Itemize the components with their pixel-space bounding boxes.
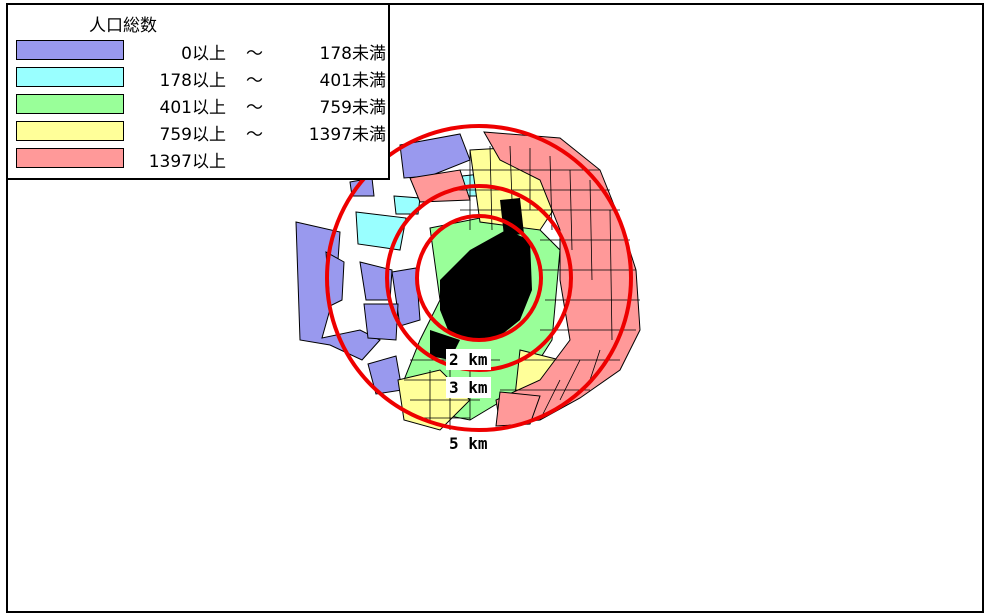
ring-label-3km: 3 km [446,377,491,398]
legend-upper: 1397未満 [308,125,386,145]
legend-swatch [16,148,124,168]
ring-label-2km: 2 km [446,349,491,370]
legend-lower: 759以上 [159,125,226,145]
legend-row-1: 0以上 〜 178未満 [16,39,386,64]
legend-title: 人口総数 [89,16,157,36]
ring-2km [415,214,543,342]
map-legend: 人口総数 0以上 〜 178未満 178以上 〜 401未満 401以上 〜 7… [6,3,390,180]
legend-lower: 178以上 [159,71,226,91]
legend-swatch [16,67,124,87]
distance-rings [325,124,633,432]
legend-lower: 401以上 [159,98,226,118]
ring-label-5km: 5 km [446,433,491,454]
legend-sep: 〜 [246,98,263,118]
legend-row-3: 401以上 〜 759未満 [16,93,386,118]
legend-row-5: 1397以上 [16,147,386,172]
legend-upper: 401未満 [319,71,386,91]
ring-3km [385,184,573,372]
legend-lower: 0以上 [181,44,226,64]
legend-sep: 〜 [246,71,263,91]
legend-sep: 〜 [246,125,263,145]
legend-swatch [16,94,124,114]
legend-swatch [16,121,124,141]
legend-upper: 759未満 [319,98,386,118]
ring-5km [325,124,633,432]
district-area-west [295,133,471,395]
legend-row-2: 178以上 〜 401未満 [16,66,386,91]
legend-sep: 〜 [246,44,263,64]
legend-upper: 178未満 [319,44,386,64]
legend-lower: 1397以上 [148,152,226,172]
legend-row-4: 759以上 〜 1397未満 [16,120,386,145]
district-area-pink [409,131,641,427]
legend-swatch [16,40,124,60]
